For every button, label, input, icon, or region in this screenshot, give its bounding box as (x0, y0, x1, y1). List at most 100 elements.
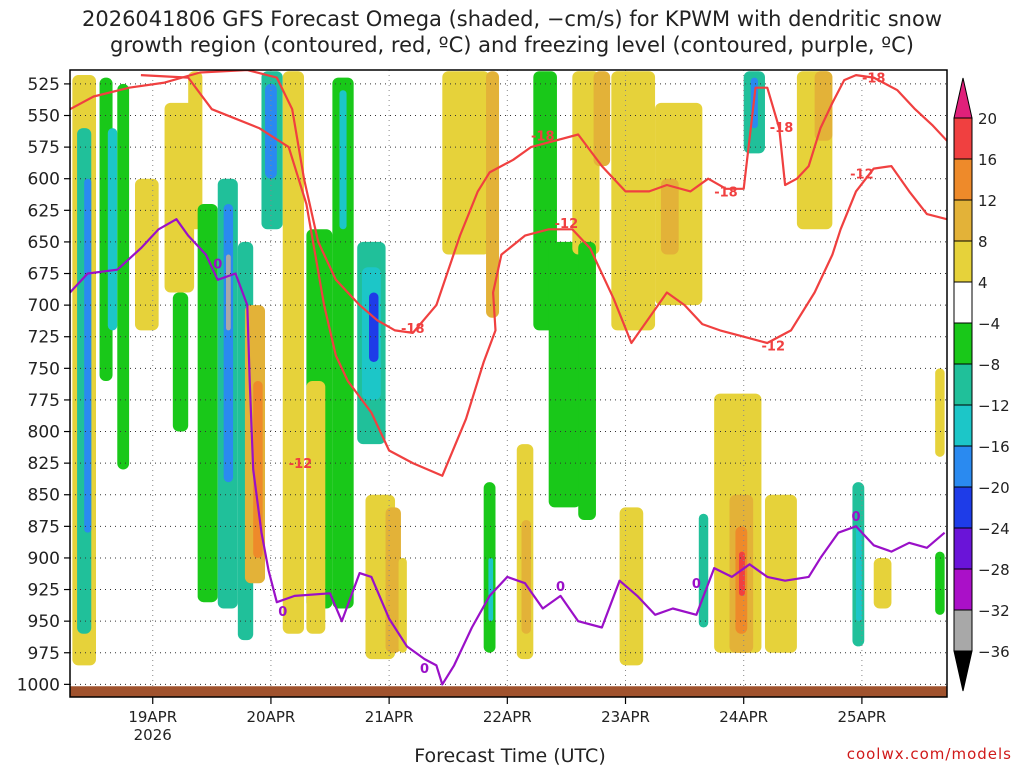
omega-shade-region (339, 90, 347, 230)
omega-shade-region (660, 178, 679, 255)
contour-label: -18 (531, 130, 555, 145)
x-tick-sublabel: 2026 (134, 726, 172, 744)
y-tick-label: 575 (28, 138, 60, 158)
omega-shade-region (282, 71, 305, 634)
omega-shade-region (164, 102, 195, 293)
contour-label: -12 (762, 340, 786, 355)
omega-shade-region (188, 71, 203, 230)
colorbar-bin (953, 117, 973, 160)
y-tick-label: 800 (28, 423, 60, 443)
omega-shade-region (855, 526, 862, 622)
y-tick-label: 625 (28, 201, 60, 221)
x-tick-label: 21APR (365, 708, 414, 726)
contour-label: -12 (555, 217, 579, 232)
credit-text: coolwx.com/models (846, 745, 1012, 763)
colorbar-bin (953, 322, 973, 365)
omega-shade-region (873, 557, 892, 609)
omega-shade-region (738, 551, 745, 596)
omega-shade-region (578, 241, 596, 521)
colorbar-bin (953, 445, 973, 488)
y-tick-label: 750 (28, 359, 60, 379)
colorbar-top-arrow (953, 77, 973, 119)
y-tick-label: 1000 (17, 675, 60, 695)
omega-shade-region (84, 178, 92, 533)
chart-title: 2026041806 GFS Forecast Omega (shaded, −… (0, 6, 1024, 58)
x-tick-label: 19APR (128, 708, 177, 726)
title-line-1: 2026041806 GFS Forecast Omega (shaded, −… (81, 7, 942, 31)
y-tick-label: 525 (28, 75, 60, 95)
contour-label: 0 (556, 580, 565, 595)
x-tick-label: 23APR (601, 708, 650, 726)
y-tick-label: 850 (28, 486, 60, 506)
omega-shade-region (521, 520, 531, 634)
y-tick-label: 550 (28, 107, 60, 127)
y-tick-label: 675 (28, 265, 60, 285)
omega-shade-region (332, 77, 354, 609)
colorbar-label: −24 (978, 520, 1010, 538)
title-line-2: growth region (contoured, red, ºC) and f… (110, 33, 914, 57)
omega-shade-region (107, 128, 118, 331)
colorbar-label: −12 (978, 397, 1010, 415)
colorbar-label: −20 (978, 479, 1010, 497)
omega-shade-region (223, 203, 234, 483)
omega-shade-region (385, 507, 401, 653)
y-tick-label: 875 (28, 517, 60, 537)
colorbar-label: −4 (978, 315, 1000, 333)
contour-line (140, 74, 947, 477)
omega-shade-region (548, 241, 581, 508)
y-tick-label: 775 (28, 391, 60, 411)
y-tick-label: 825 (28, 454, 60, 474)
colorbar-label: −16 (978, 438, 1010, 456)
omega-shade-region (172, 292, 189, 432)
colorbar: 20 16 12 8 4 −4 −8 −12 −16 −20 −24 −28 −32 −36 (953, 77, 1010, 692)
omega-shade-region (226, 254, 231, 331)
axes: 525 550 575 600 625 650 675 700 725 750 775 800 825 8… (17, 69, 948, 744)
x-tick-label: 22APR (483, 708, 532, 726)
contour-label: -12 (850, 168, 874, 183)
colorbar-bin (953, 527, 973, 570)
contour-label: 0 (692, 577, 701, 592)
omega-shade-region (935, 551, 945, 615)
terrain (70, 686, 947, 697)
colorbar-bin (953, 486, 973, 529)
omega-shade-region (442, 71, 490, 255)
omega-shade-region (117, 83, 130, 470)
omega-shade-region (814, 71, 833, 141)
grid-lines (70, 70, 947, 697)
contour-label: -18 (770, 121, 794, 136)
omega-shade-region (135, 178, 159, 331)
y-tick-label: 975 (28, 644, 60, 664)
omega-shade-region (486, 71, 500, 318)
x-tick-label: 24APR (719, 708, 768, 726)
contour-label: 0 (278, 605, 287, 620)
omega-shade-region (572, 71, 600, 255)
contour-label: -18 (714, 185, 738, 200)
colorbar-bin (953, 609, 973, 652)
omega-shade-region (369, 292, 379, 363)
y-tick-label: 650 (28, 233, 60, 253)
temperature-contours: -12 -12 -12 -12 -18 -18 -18 -18 -18 0 0 0 0 0 0 (70, 70, 947, 686)
colorbar-label: 16 (978, 151, 997, 169)
x-tick-label: 25APR (837, 708, 886, 726)
colorbar-label: −36 (978, 643, 1010, 661)
colorbar-label: 12 (978, 192, 997, 210)
contour-label: -18 (401, 322, 425, 337)
colorbar-bin (953, 199, 973, 242)
omega-shade-region (935, 368, 945, 457)
omega-shade-region (764, 494, 797, 653)
contour-label: -18 (862, 72, 886, 87)
y-tick-label: 925 (28, 581, 60, 601)
contour-label: 0 (420, 662, 429, 677)
colorbar-label: −28 (978, 561, 1010, 579)
omega-shade-region (593, 71, 611, 167)
colorbar-bin (953, 404, 973, 447)
colorbar-bin (953, 158, 973, 201)
plot-frame (69, 69, 948, 698)
x-axis-label: Forecast Time (UTC) (414, 745, 606, 767)
contour-label: 0 (851, 510, 860, 525)
omega-shade-region (698, 513, 709, 628)
omega-shading (72, 71, 945, 666)
omega-shade-region (306, 380, 326, 634)
colorbar-label: 20 (978, 110, 997, 128)
contour-label: -12 (289, 457, 313, 472)
